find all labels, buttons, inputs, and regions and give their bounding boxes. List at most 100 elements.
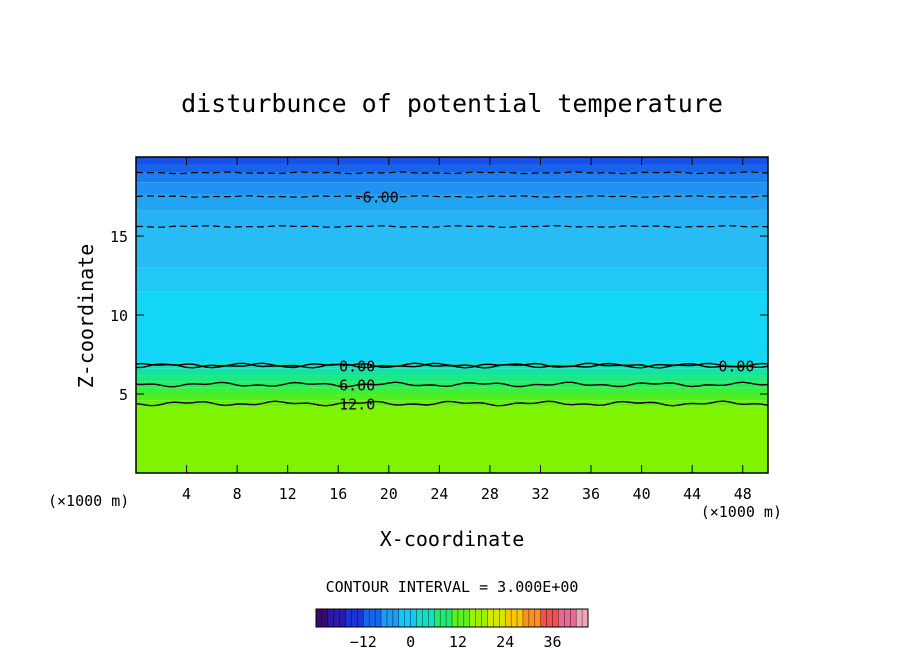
colorbar-segment <box>404 609 412 627</box>
colorbar-tick-label: −12 <box>350 633 377 651</box>
contour-line <box>135 400 769 407</box>
colorbar-segment <box>517 609 524 627</box>
x-tick-label: 20 <box>380 485 398 503</box>
colorbar-segment <box>528 609 536 627</box>
colorbar-segment <box>564 609 571 627</box>
x-tick-label: 40 <box>633 485 651 503</box>
colorbar-segment <box>375 609 382 627</box>
contour-band <box>136 368 768 376</box>
colorbar-segment <box>576 609 583 627</box>
y-axis: 5 10 15 <box>110 228 768 404</box>
x-axis: 4 8 12 16 20 24 28 32 36 40 44 48 <box>182 157 752 503</box>
colorbar-segment <box>558 609 565 627</box>
colorbar-segment <box>392 609 400 627</box>
colorbar-segment <box>327 609 335 627</box>
contour-band <box>136 226 768 268</box>
colorbar-segment <box>316 609 323 627</box>
colorbar-segment <box>410 609 418 627</box>
colorbar-segment <box>345 609 352 627</box>
x-tick-label: 28 <box>481 485 499 503</box>
colorbar-segment <box>339 609 347 627</box>
colorbar-segment <box>351 609 358 627</box>
contour-line <box>135 381 769 388</box>
colorbar-segment <box>434 609 441 627</box>
y-tick-label: 10 <box>110 307 128 325</box>
colorbar-segment <box>386 609 394 627</box>
x-tick-label: 36 <box>582 485 600 503</box>
colorbar-segment <box>440 609 447 627</box>
colorbar-segment <box>511 609 518 627</box>
colorbar-segment <box>552 609 559 627</box>
colorbar-segment <box>493 609 500 627</box>
contour-band <box>136 172 768 183</box>
colorbar-segment <box>469 609 477 627</box>
contour-band <box>136 375 768 382</box>
contour-band <box>136 400 768 407</box>
colorbar-segment <box>570 609 577 627</box>
y-tick-label: 15 <box>110 228 128 246</box>
colorbar-frame <box>315 608 589 628</box>
contour-band <box>136 394 768 401</box>
contour-line <box>135 171 769 175</box>
colorbar-segment <box>487 609 494 627</box>
x-tick-label: 48 <box>734 485 752 503</box>
colorbar-segment <box>481 609 488 627</box>
contour-label: -6.00 <box>354 189 399 207</box>
x-tick-label: 8 <box>233 485 242 503</box>
x-tick-label: 12 <box>279 485 297 503</box>
colorbar-segment <box>381 609 388 627</box>
x-tick-label: 16 <box>329 485 347 503</box>
colorbar-tick-label: 12 <box>449 633 467 651</box>
colorbar-segment <box>457 609 465 627</box>
colorbar-segment <box>582 609 589 627</box>
contour-band <box>136 267 768 292</box>
contour-band <box>136 157 768 165</box>
colorbar-segment <box>333 609 341 627</box>
colorbar-segment <box>398 609 406 627</box>
colorbar-tick-label: 36 <box>543 633 561 651</box>
contour-band <box>136 194 768 211</box>
colorbar-segment <box>422 609 429 627</box>
chart-title: disturbunce of potential temperature <box>181 89 723 118</box>
contour-label: 0.00 <box>718 358 754 376</box>
contour-label: 6.00 <box>339 377 375 395</box>
colorbar-segment <box>546 609 554 627</box>
x-tick-label: 44 <box>683 485 701 503</box>
y-axis-label: Z-coordinate <box>74 244 98 389</box>
contour-band <box>136 406 768 473</box>
colorbar-segment <box>475 609 483 627</box>
contour-label: 12.0 <box>339 395 375 413</box>
colorbar-segment <box>505 609 512 627</box>
colorbar-segment <box>321 609 329 627</box>
x-unit-right: (×1000 m) <box>701 503 782 521</box>
colorbar-segment <box>522 609 530 627</box>
colorbar-segment <box>363 609 370 627</box>
colorbar-segment <box>446 609 453 627</box>
contour-line <box>135 362 769 369</box>
contour-band <box>136 182 768 195</box>
colorbar-segment <box>463 609 471 627</box>
contour-band <box>136 210 768 227</box>
colorbar-tick-label: 24 <box>496 633 514 651</box>
contour-band <box>136 387 768 394</box>
colorbar-segment <box>416 609 423 627</box>
contour-line <box>135 195 769 198</box>
x-unit-left: (×1000 m) <box>48 492 129 510</box>
contour-line <box>136 225 769 228</box>
contour-band <box>136 291 768 363</box>
colorbar-segment <box>534 609 542 627</box>
colorbar-segment <box>369 609 376 627</box>
contour-band <box>136 381 768 388</box>
x-tick-label: 4 <box>182 485 191 503</box>
colorbar-segment <box>428 609 435 627</box>
x-tick-label: 24 <box>430 485 448 503</box>
colorbar-segment <box>452 609 459 627</box>
contour-band <box>136 164 768 173</box>
colorbar-segment <box>499 609 506 627</box>
colorbar-tick-label: 0 <box>406 633 415 651</box>
colorbar-segment <box>357 609 364 627</box>
contour-interval-note: CONTOUR INTERVAL = 3.000E+00 <box>326 578 579 596</box>
colorbar: −12 0 12 24 36 <box>315 608 589 651</box>
